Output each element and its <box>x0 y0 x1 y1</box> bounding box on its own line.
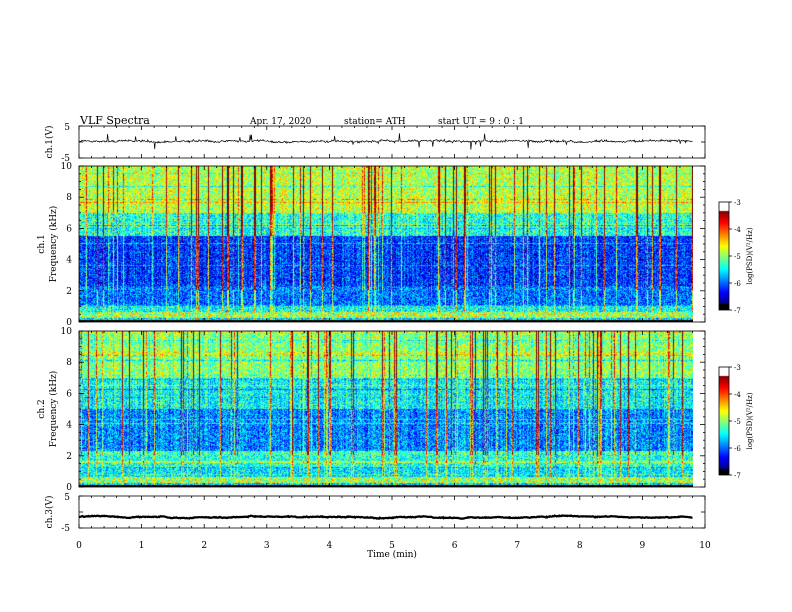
ch1-spec-ytick-2: 2 <box>66 287 72 297</box>
ch1-spec-ytick-10: 10 <box>61 162 73 172</box>
ch1-spec-ytick-4: 4 <box>66 256 72 266</box>
ch3-waveform-ylabel: ch.3(V) <box>44 496 55 529</box>
ch3-ytick-top: 5 <box>64 493 70 503</box>
ch2-spec-ytick-4: 4 <box>66 421 72 431</box>
ch2-spec-ytick-8: 8 <box>66 358 72 368</box>
ch2-colorbar-tick--5: -5 <box>734 418 741 426</box>
x-tick-label-4: 4 <box>327 541 333 551</box>
ch2-channel-label: ch.2 <box>37 399 47 418</box>
date-label: Apr. 17, 2020 <box>249 117 312 127</box>
ch1-colorbar-tick--6: -6 <box>734 280 741 288</box>
ch1-colorbar-ticks: -3 -4 -5 -6 -7 <box>729 199 741 315</box>
ch1-waveform-panel: 5 -5 ch.1(V) <box>44 123 706 164</box>
ch3-waveform-panel: 5 -5 ch.3(V) <box>44 493 706 534</box>
ch1-spec-ytick-0: 0 <box>66 318 72 328</box>
ch1-colorbar-label: log(PSD)(V²/Hz) <box>746 227 754 284</box>
ch2-spec-ytick-0: 0 <box>66 483 72 493</box>
ch1-spectrogram-yticks: 0 2 4 6 8 10 <box>61 162 705 328</box>
ch2-colorbar-tick--4: -4 <box>734 391 741 399</box>
ch2-colorbar-tick--3: -3 <box>734 364 741 372</box>
ch2-colorbar-label: log(PSD)(V²/Hz) <box>746 392 754 449</box>
x-tick-label-1: 1 <box>139 541 145 551</box>
ch1-ytick-bottom: -5 <box>61 154 70 164</box>
ch1-colorbar-tick--7: -7 <box>734 307 741 315</box>
ch1-ytick-top: 5 <box>64 123 70 133</box>
x-tick-label-0: 0 <box>76 541 82 551</box>
x-tick-label-2: 2 <box>201 541 207 551</box>
ch2-colorbar-tick--7: -7 <box>734 472 741 480</box>
ch1-colorbar-tick--4: -4 <box>734 226 741 234</box>
start-ut-label: start UT = 9 : 0 : 1 <box>438 117 524 127</box>
time-axis-ticks: 0 1 2 3 4 5 6 7 8 9 10 <box>76 126 711 551</box>
ch3-waveform-frame <box>78 495 706 529</box>
ch2-colorbar-ticks: -3 -4 -5 -6 -7 <box>729 364 741 480</box>
x-tick-label-10: 10 <box>699 541 711 551</box>
ch1-spec-ytick-6: 6 <box>66 224 72 234</box>
ch1-colorbar-tick--3: -3 <box>734 199 741 207</box>
x-tick-label-3: 3 <box>264 541 270 551</box>
ch2-spectrogram-heatmap <box>79 331 693 487</box>
x-tick-label-7: 7 <box>514 541 520 551</box>
figure-title: VLF Spectra <box>79 114 150 127</box>
ch1-waveform-frame <box>78 125 706 159</box>
ch2-frequency-ylabel: Frequency (kHz) <box>48 371 59 448</box>
ch1-colorbar <box>719 202 729 310</box>
ch1-spec-ytick-8: 8 <box>66 193 72 203</box>
x-tick-label-9: 9 <box>640 541 646 551</box>
ch3-waveform-line <box>79 514 693 520</box>
x-tick-label-6: 6 <box>452 541 458 551</box>
time-axis-label: Time (min) <box>367 549 417 560</box>
x-tick-label-8: 8 <box>577 541 583 551</box>
ch1-colorbar-tick--5: -5 <box>734 253 741 261</box>
ch1-waveform-ylabel: ch.1(V) <box>44 126 55 159</box>
ch3-ytick-bottom: -5 <box>61 524 70 534</box>
ch1-frequency-ylabel: Frequency (kHz) <box>48 206 59 283</box>
station-label: station= ATH <box>344 117 406 127</box>
x-tick-label-5: 5 <box>389 541 395 551</box>
ch2-spec-ytick-2: 2 <box>66 452 72 462</box>
ch2-spec-ytick-10: 10 <box>61 327 73 337</box>
ch1-waveform-line <box>78 133 693 150</box>
ch2-colorbar <box>719 367 729 475</box>
ch2-spectrogram-yticks: 0 2 4 6 8 10 <box>61 327 705 493</box>
ch1-channel-label: ch.1 <box>37 234 47 253</box>
ch2-spec-ytick-6: 6 <box>66 389 72 399</box>
ch2-colorbar-tick--6: -6 <box>734 445 741 453</box>
ch1-spectrogram-heatmap <box>79 166 693 322</box>
